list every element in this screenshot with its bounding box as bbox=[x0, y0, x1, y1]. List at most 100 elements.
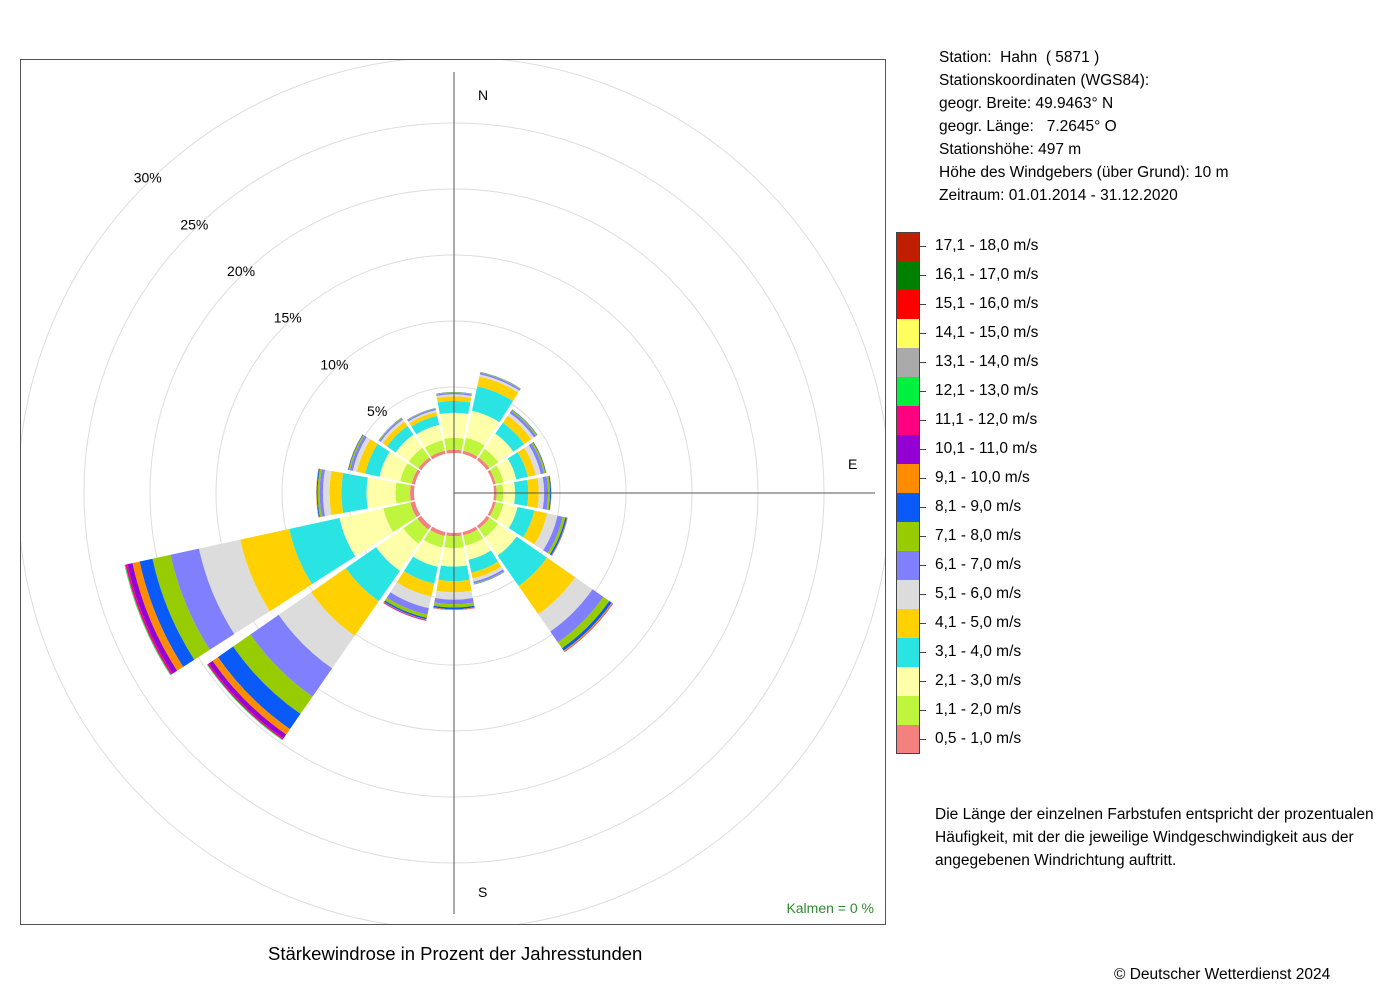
wedge-W-class-7 bbox=[317, 468, 322, 518]
wind-rose-svg: N E S 5% 10% 15% 20% 25% 30% Kalmen = 0 % bbox=[21, 60, 885, 924]
wedge-N-class-8 bbox=[436, 392, 472, 394]
wedge-SSW-class-1 bbox=[423, 529, 445, 548]
wedge-NO bbox=[476, 409, 538, 471]
wedge-SSO-class-6 bbox=[473, 569, 505, 584]
wedge-OSO-class-4 bbox=[523, 510, 548, 545]
wedge-WSW-class-10 bbox=[127, 563, 178, 674]
wedge-WSW-class-1 bbox=[383, 502, 417, 533]
legend-label: 8,1 - 9,0 m/s bbox=[935, 498, 1022, 515]
wedge-NO-class-4 bbox=[502, 415, 532, 445]
wedge-WNW-class-4 bbox=[356, 439, 378, 474]
wedge-SO-class-4 bbox=[518, 557, 576, 615]
wedge-SO bbox=[476, 515, 614, 653]
legend-swatch bbox=[896, 319, 920, 348]
legend-label: 13,1 - 14,0 m/s bbox=[935, 353, 1039, 370]
wedge-WNW-class-3 bbox=[365, 443, 390, 477]
legend-tick bbox=[920, 391, 926, 392]
wedge-SW-class-3 bbox=[345, 547, 400, 602]
wedge-OSO-class-3 bbox=[508, 506, 535, 538]
wedge-WNW-class-6 bbox=[349, 435, 367, 471]
direction-label-S: S bbox=[478, 884, 487, 900]
radial-tick-label-25: 25% bbox=[180, 216, 208, 232]
wedge-NNW-class-0 bbox=[430, 450, 446, 460]
legend-tick bbox=[920, 420, 926, 421]
radial-tick-label-10: 10% bbox=[320, 356, 348, 372]
wedge-ONO-class-6 bbox=[528, 443, 545, 475]
legend-label: 1,1 - 2,0 m/s bbox=[935, 701, 1022, 718]
wedge-W bbox=[316, 468, 415, 518]
wedge-SO-class-8 bbox=[561, 600, 612, 651]
wedge-WNW-class-1 bbox=[400, 463, 418, 484]
wedge-SSO-class-2 bbox=[465, 538, 491, 560]
legend-label: 5,1 - 6,0 m/s bbox=[935, 585, 1022, 602]
wedge-SW-class-5 bbox=[278, 592, 355, 669]
wedge-SSO bbox=[462, 526, 505, 585]
wedge-SW-class-2 bbox=[376, 528, 419, 571]
wedge-NNW-class-4 bbox=[409, 412, 438, 427]
legend-swatch bbox=[896, 493, 920, 522]
wedge-OSO-class-8 bbox=[549, 517, 567, 556]
wedge-NNO-class-0 bbox=[462, 450, 478, 460]
wedge-NO-class-1 bbox=[478, 448, 499, 469]
legend-label: 0,5 - 1,0 m/s bbox=[935, 730, 1022, 747]
wedge-SSO-class-4 bbox=[471, 561, 502, 579]
wedge-SO-class-2 bbox=[484, 523, 517, 556]
legend-swatch bbox=[896, 667, 920, 696]
legend-swatch bbox=[896, 551, 920, 580]
wedge-O-class-8 bbox=[548, 475, 552, 511]
wedge-N-class-7 bbox=[436, 392, 472, 395]
wedge-OSO-class-1 bbox=[489, 502, 504, 521]
station-longitude: geogr. Länge: 7.2645° O bbox=[939, 118, 1117, 135]
wedge-W-class-1 bbox=[395, 482, 411, 504]
legend-tick bbox=[920, 478, 926, 479]
legend-label: 3,1 - 4,0 m/s bbox=[935, 643, 1022, 660]
legend-swatch bbox=[896, 580, 920, 609]
legend-tick bbox=[920, 246, 926, 247]
legend-label: 16,1 - 17,0 m/s bbox=[935, 266, 1039, 283]
wedge-SSW-class-3 bbox=[403, 556, 438, 584]
legend-tick bbox=[920, 333, 926, 334]
wedge-NNO-class-3 bbox=[471, 386, 514, 423]
wedge-WSW bbox=[124, 501, 421, 676]
wedge-W-class-4 bbox=[329, 470, 344, 516]
wedge-SW-class-6 bbox=[250, 614, 333, 697]
wedge-SO-class-7 bbox=[557, 596, 610, 649]
wedge-WSW-class-2 bbox=[339, 508, 394, 557]
legend-tick bbox=[920, 449, 926, 450]
wedge-W-class-2 bbox=[366, 477, 397, 509]
wedge-WSW-class-7 bbox=[152, 554, 210, 660]
legend-tick bbox=[920, 623, 926, 624]
wedge-SSO-class-7 bbox=[473, 571, 505, 585]
explanation-note: Die Länge der einzelnen Farbstufen entsp… bbox=[935, 806, 1374, 869]
wedge-S-class-9 bbox=[433, 607, 475, 610]
wedge-O-class-9 bbox=[549, 475, 552, 511]
wedge-ONO-class-7 bbox=[531, 442, 546, 474]
legend-tick bbox=[920, 710, 926, 711]
wedge-NW-class-6 bbox=[379, 418, 403, 442]
wedge-NW-class-4 bbox=[382, 421, 408, 447]
wedge-SSW-class-8 bbox=[384, 600, 427, 620]
wedge-WNW bbox=[347, 434, 421, 485]
legend-tick bbox=[920, 681, 926, 682]
wedge-NNO-class-2 bbox=[466, 410, 500, 446]
legend-label: 4,1 - 5,0 m/s bbox=[935, 614, 1022, 631]
legend-swatch bbox=[896, 232, 920, 261]
wedge-NNW-class-6 bbox=[407, 408, 436, 422]
legend-swatch bbox=[896, 261, 920, 290]
wedge-SW-class-8 bbox=[217, 646, 301, 730]
wedge-WSW-class-3 bbox=[289, 517, 356, 585]
anemometer-height: Höhe des Windgebers (über Grund): 10 m bbox=[939, 164, 1229, 181]
radial-tick-label-20: 20% bbox=[227, 263, 255, 279]
legend-swatch bbox=[896, 377, 920, 406]
wedge-SSW-class-5 bbox=[390, 582, 432, 609]
wedge-NW-class-3 bbox=[387, 426, 414, 453]
wedge-SSO-class-1 bbox=[463, 529, 484, 546]
wedge-SSW-class-0 bbox=[430, 526, 446, 536]
wedge-ONO-class-2 bbox=[496, 458, 517, 483]
wedge-ONO-class-0 bbox=[487, 469, 496, 485]
legend-swatch bbox=[896, 725, 920, 754]
wedge-OSO-class-7 bbox=[547, 516, 566, 555]
legend-swatch bbox=[896, 348, 920, 377]
wedge-OSO-class-2 bbox=[496, 503, 518, 529]
radial-tick-label-30: 30% bbox=[134, 170, 162, 186]
